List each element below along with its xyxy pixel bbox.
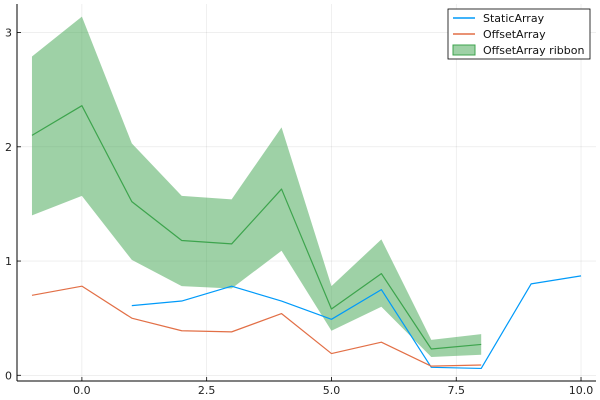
- offsetarray-point: [131, 317, 133, 319]
- staticarray-point: [580, 275, 582, 277]
- offsetarray-point: [280, 312, 282, 314]
- x-tick-label: 2.5: [198, 384, 216, 397]
- offsetarray-point: [430, 365, 432, 367]
- offsetarray-point: [380, 341, 382, 343]
- offsetarray-ribbon-point: [31, 134, 33, 136]
- series-lines: [31, 104, 582, 370]
- x-tick-label: 10.0: [569, 384, 594, 397]
- x-tick-label: 5.0: [323, 384, 341, 397]
- offsetarray-ribbon-point: [330, 308, 332, 310]
- staticarray-point: [280, 300, 282, 302]
- legend: StaticArray OffsetArray OffsetArray ribbon: [447, 8, 591, 60]
- offsetarray-point: [480, 364, 482, 366]
- ribbon-layer: [31, 16, 482, 358]
- offsetarray-ribbon-line: [31, 105, 482, 350]
- offsetarray-point: [31, 294, 33, 296]
- y-tick-label: 1: [5, 255, 12, 268]
- staticarray-point: [181, 300, 183, 302]
- y-tick-label: 2: [5, 141, 12, 154]
- offsetarray-ribbon-legend-swatch: [452, 44, 476, 56]
- offsetarray-point: [181, 330, 183, 332]
- offsetarray-ribbon-point: [230, 243, 232, 245]
- offsetarray-ribbon-point: [380, 272, 382, 274]
- offsetarray-ribbon-point: [131, 200, 133, 202]
- offsetarray-line: [31, 285, 482, 367]
- staticarray-point: [330, 318, 332, 320]
- offsetarray-point: [330, 352, 332, 354]
- legend-label-offsetarray: OffsetArray: [483, 28, 546, 41]
- offsetarray-ribbon-point: [480, 343, 482, 345]
- offsetarray-ribbon-band: [31, 16, 482, 358]
- staticarray-line: [131, 275, 582, 370]
- legend-label-staticarray: StaticArray: [483, 12, 545, 25]
- staticarray-point: [131, 304, 133, 306]
- x-tick-label: 0.0: [73, 384, 91, 397]
- offsetarray-ribbon-point: [280, 188, 282, 190]
- axes: [16, 4, 596, 382]
- offsetarray-ribbon-point: [181, 239, 183, 241]
- staticarray-point: [530, 283, 532, 285]
- staticarray-point: [480, 367, 482, 369]
- legend-label-offsetarray-ribbon: OffsetArray ribbon: [483, 44, 584, 57]
- y-tick-label: 3: [5, 27, 12, 40]
- staticarray-point: [380, 288, 382, 290]
- y-tick-label: 0: [5, 369, 12, 382]
- staticarray-point: [230, 285, 232, 287]
- offsetarray-point: [230, 331, 232, 333]
- offsetarray-ribbon-point: [430, 348, 432, 350]
- offsetarray-ribbon-point: [81, 104, 83, 106]
- offsetarray-point: [81, 285, 83, 287]
- tick-labels: 0.0 2.5 5.0 7.5 10.0 0 1 2 3: [5, 27, 593, 397]
- x-tick-label: 7.5: [447, 384, 465, 397]
